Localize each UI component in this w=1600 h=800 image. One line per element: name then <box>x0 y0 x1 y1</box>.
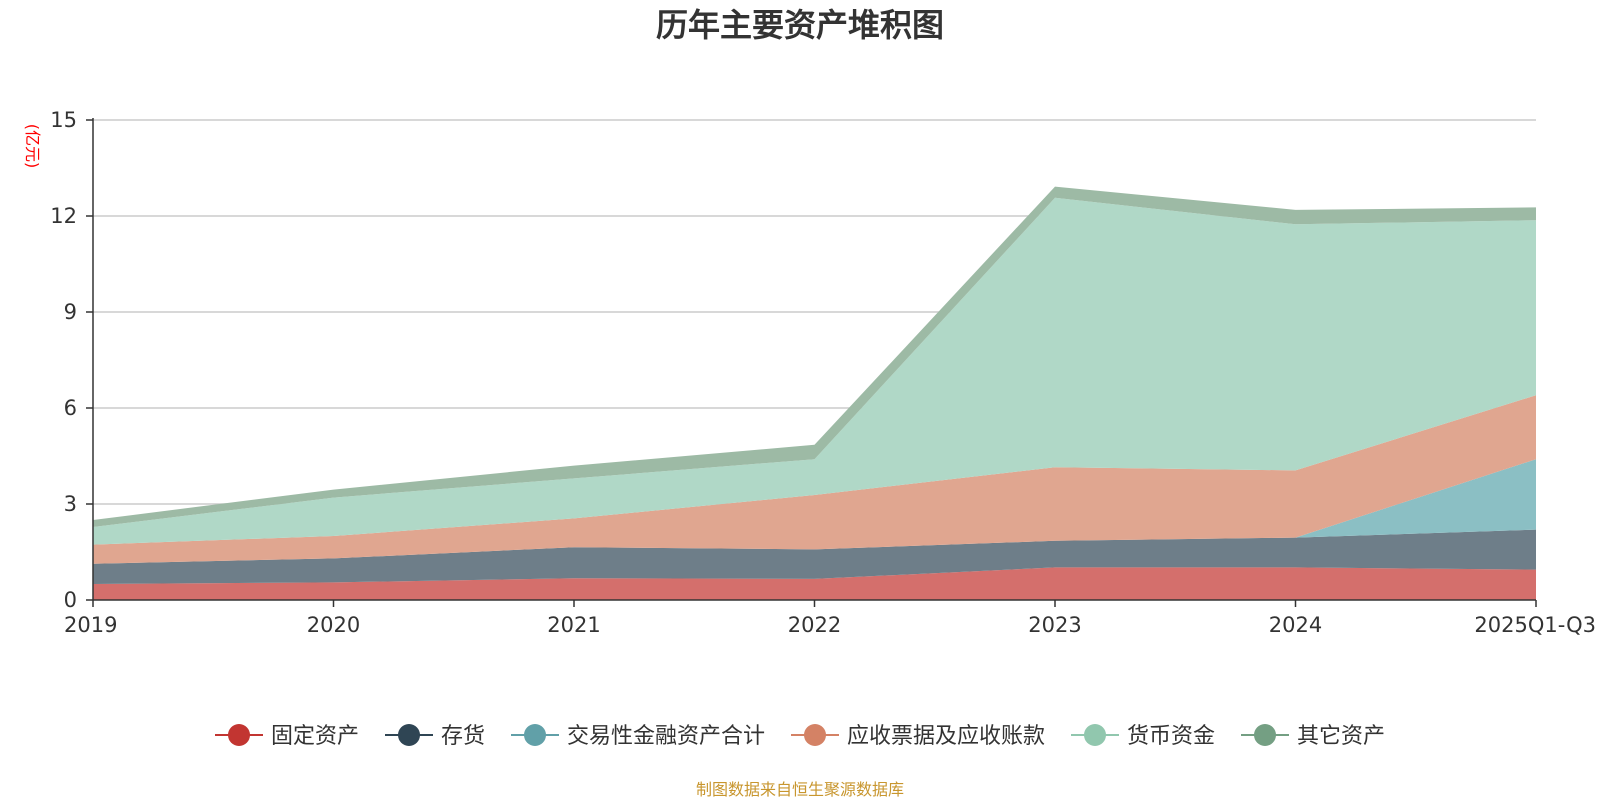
y-tick-label: 3 <box>64 492 77 516</box>
source-note: 制图数据来自恒生聚源数据库 <box>696 780 904 799</box>
x-tick-label: 2022 <box>788 613 841 637</box>
legend-item: 存货 <box>385 724 485 749</box>
area-series <box>93 186 1536 600</box>
area-应收票据及应收账款 <box>93 395 1536 564</box>
legend-dot-marker <box>524 724 546 746</box>
legend-item: 应收票据及应收账款 <box>791 724 1045 749</box>
legend-label: 货币资金 <box>1127 724 1215 749</box>
legend-item: 货币资金 <box>1071 724 1215 749</box>
y-axis-unit: (亿元) <box>23 124 42 169</box>
y-tick-label: 9 <box>64 300 77 324</box>
legend-dot-marker <box>1084 724 1106 746</box>
y-tick-label: 6 <box>64 396 77 420</box>
x-tick-label: 2020 <box>307 613 360 637</box>
y-tick-label: 15 <box>50 108 77 132</box>
y-tick-label: 0 <box>64 588 77 612</box>
chart-title: 历年主要资产堆积图 <box>656 6 944 44</box>
legend-label: 固定资产 <box>271 724 359 749</box>
legend-label: 存货 <box>441 724 485 749</box>
area-货币资金 <box>93 197 1536 545</box>
legend-label: 交易性金融资产合计 <box>567 724 765 749</box>
x-tick-label: 2019 <box>64 613 117 637</box>
axes: 0 3 6 9 12 15 2019 2020 2021 2022 2023 2024 2025Q1-Q… <box>23 108 1596 637</box>
x-tick-label: 2021 <box>547 613 600 637</box>
area-其它资产 <box>93 186 1536 527</box>
legend-item: 固定资产 <box>215 724 359 749</box>
legend: 固定资产 存货 交易性金融资产合计 应收票据及应收账款 货币资金 其它资产 <box>215 724 1385 749</box>
legend-dot-marker <box>228 724 250 746</box>
legend-dot-marker <box>398 724 420 746</box>
area-固定资产 <box>93 567 1536 600</box>
x-tick-label: 2025Q1-Q3 <box>1474 613 1596 637</box>
area-存货 <box>93 529 1536 584</box>
legend-label: 其它资产 <box>1297 724 1385 749</box>
x-tick-label: 2023 <box>1028 613 1081 637</box>
legend-item: 其它资产 <box>1241 724 1385 749</box>
y-tick-label: 12 <box>50 204 77 228</box>
legend-label: 应收票据及应收账款 <box>847 724 1045 749</box>
legend-dot-marker <box>1254 724 1276 746</box>
legend-dot-marker <box>804 724 826 746</box>
legend-item: 交易性金融资产合计 <box>511 724 765 749</box>
x-tick-label: 2024 <box>1269 613 1322 637</box>
